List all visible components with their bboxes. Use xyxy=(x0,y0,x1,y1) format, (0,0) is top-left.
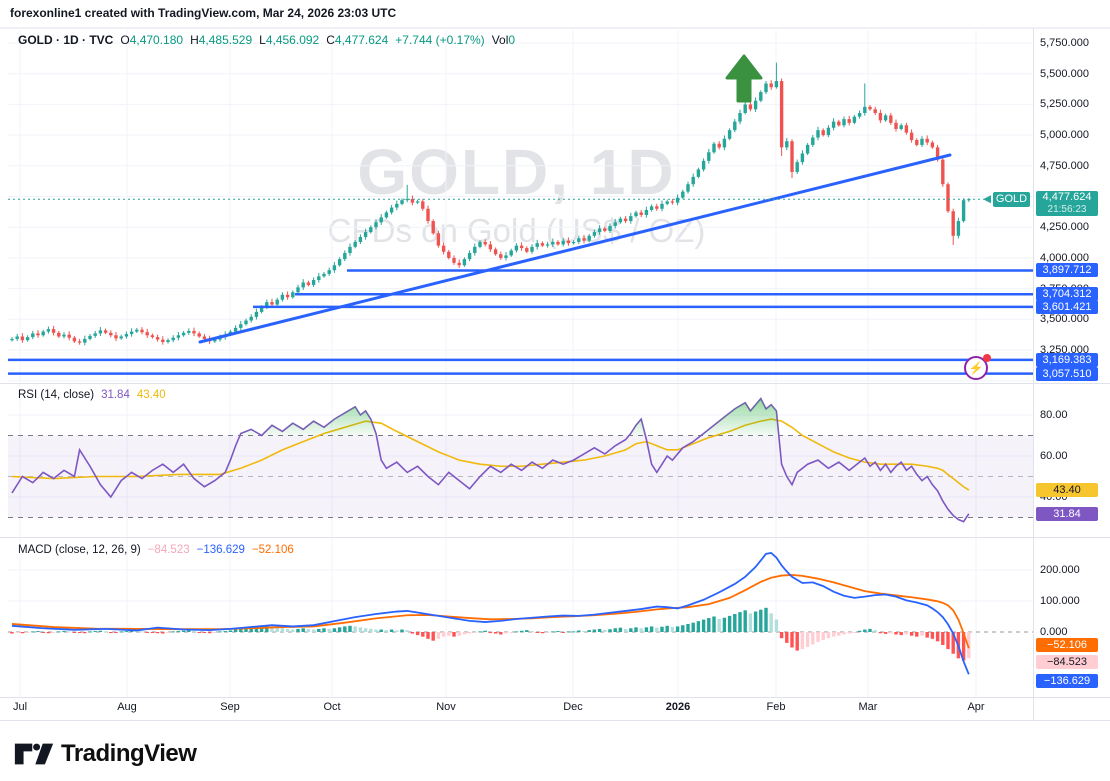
price-axis[interactable]: 4,477.624 21:56:23 5,750.000 5,500.000 5,2… xyxy=(1036,0,1106,730)
trendline-drawing[interactable] xyxy=(198,153,952,344)
tradingview-logo-icon xyxy=(14,743,54,765)
time-tick-label: 2026 xyxy=(665,701,691,713)
level-price-badge: 3,704.312 xyxy=(1036,287,1098,302)
pane-separators xyxy=(0,27,1110,721)
tradingview-logo-text: TradingView xyxy=(61,740,197,767)
volume-field: Vol0 xyxy=(491,33,516,47)
time-tick-label: Oct xyxy=(323,701,341,713)
price-tick-label: 4,000.000 xyxy=(1040,251,1089,264)
rsi-value-badge: 31.84 xyxy=(1036,506,1098,521)
macd-hist-value: −84.523 xyxy=(147,544,190,556)
rsi-legend-row[interactable]: RSI (14, close) 31.84 43.40 xyxy=(18,389,166,401)
open-field: O4,470.180 xyxy=(120,33,184,47)
macd-tick-label: 200.000 xyxy=(1040,564,1080,576)
level-price-badge: 3,057.510 xyxy=(1036,366,1098,381)
low-field: L4,456.092 xyxy=(259,33,320,47)
time-tick-label: Apr xyxy=(967,701,985,713)
current-price-badge: 4,477.624 21:56:23 xyxy=(1036,191,1098,216)
rsi-title: RSI (14, close) xyxy=(18,389,95,401)
alert-marker[interactable]: ⚡ xyxy=(964,354,991,382)
rsi-ma-value: 43.40 xyxy=(136,389,166,401)
price-tick-label: 5,750.000 xyxy=(1040,37,1089,49)
rsi-tick-label: 80.00 xyxy=(1040,409,1068,421)
macd-value-badge: −52.106 xyxy=(1036,638,1098,652)
level-price-badge: 3,601.421 xyxy=(1036,299,1098,314)
macd-title: MACD (close, 12, 26, 9) xyxy=(18,544,141,556)
bar-countdown: 21:56:23 xyxy=(1047,204,1087,215)
macd-value-badge: −136.629 xyxy=(1036,674,1098,688)
macd-value: −136.629 xyxy=(196,544,245,556)
macd-tick-label: 0.000 xyxy=(1040,626,1068,638)
macd-tick-label: 100.000 xyxy=(1040,595,1080,607)
level-price-badge: 3,897.712 xyxy=(1036,263,1098,278)
gridlines xyxy=(8,30,1033,697)
candlestick-series[interactable] xyxy=(10,62,971,346)
current-price-value: 4,477.624 xyxy=(1042,191,1092,203)
alert-lightning-icon[interactable]: ⚡ xyxy=(964,356,988,380)
price-tick-label: 5,500.000 xyxy=(1040,67,1089,80)
rsi-value-badge: 43.40 xyxy=(1036,483,1098,498)
rsi-plot xyxy=(11,397,970,523)
alert-notification-dot xyxy=(983,354,991,362)
rsi-value: 31.84 xyxy=(101,389,130,401)
time-tick-label: Jul xyxy=(12,701,28,713)
time-tick-label: Sep xyxy=(220,701,240,713)
time-tick-label: Aug xyxy=(117,701,137,713)
symbol-title[interactable]: GOLD · 1D · TVC xyxy=(18,33,114,47)
price-tick-label: 5,250.000 xyxy=(1040,98,1089,111)
price-tick-label: 5,000.000 xyxy=(1040,129,1089,142)
time-tick-label: Nov xyxy=(436,701,456,713)
symbol-price-tag: GOLD xyxy=(993,192,1030,207)
macd-signal-line xyxy=(11,574,970,649)
close-field: C4,477.624 xyxy=(326,33,389,47)
change-value: +7.744 (+0.17%) xyxy=(395,33,485,47)
level-price-badge: 3,169.383 xyxy=(1036,352,1098,367)
time-tick-label: Mar xyxy=(858,701,878,713)
macd-plot xyxy=(10,551,971,675)
macd-line xyxy=(11,551,970,675)
price-tick-label: 4,250.000 xyxy=(1040,221,1089,234)
credit-text: forexonline1 created with TradingView.co… xyxy=(10,6,397,20)
time-tick-label: Dec xyxy=(563,701,583,713)
price-tick-label: 3,500.000 xyxy=(1040,313,1089,326)
macd-signal-value: −52.106 xyxy=(251,544,294,556)
macd-legend-row[interactable]: MACD (close, 12, 26, 9) −84.523 −136.629… xyxy=(18,544,294,556)
rsi-line xyxy=(11,397,970,523)
high-field: H4,485.529 xyxy=(190,33,253,47)
price-tick-label: 4,750.000 xyxy=(1040,159,1089,172)
green-up-arrow-annotation[interactable] xyxy=(725,54,763,103)
macd-value-badge: −84.523 xyxy=(1036,655,1098,669)
time-tick-label: Feb xyxy=(766,701,786,713)
time-axis[interactable]: Jul Aug Sep Oct Nov Dec 2026 Feb Mar Apr xyxy=(0,699,1033,721)
rsi-tick-label: 60.00 xyxy=(1040,450,1068,462)
tradingview-logo[interactable]: TradingView xyxy=(14,740,197,768)
rsi-overbought-fill xyxy=(12,398,969,436)
price-line-arrow-icon xyxy=(983,195,991,204)
main-legend-row[interactable]: GOLD · 1D · TVC O4,470.180 H4,485.529 L4… xyxy=(18,33,515,47)
